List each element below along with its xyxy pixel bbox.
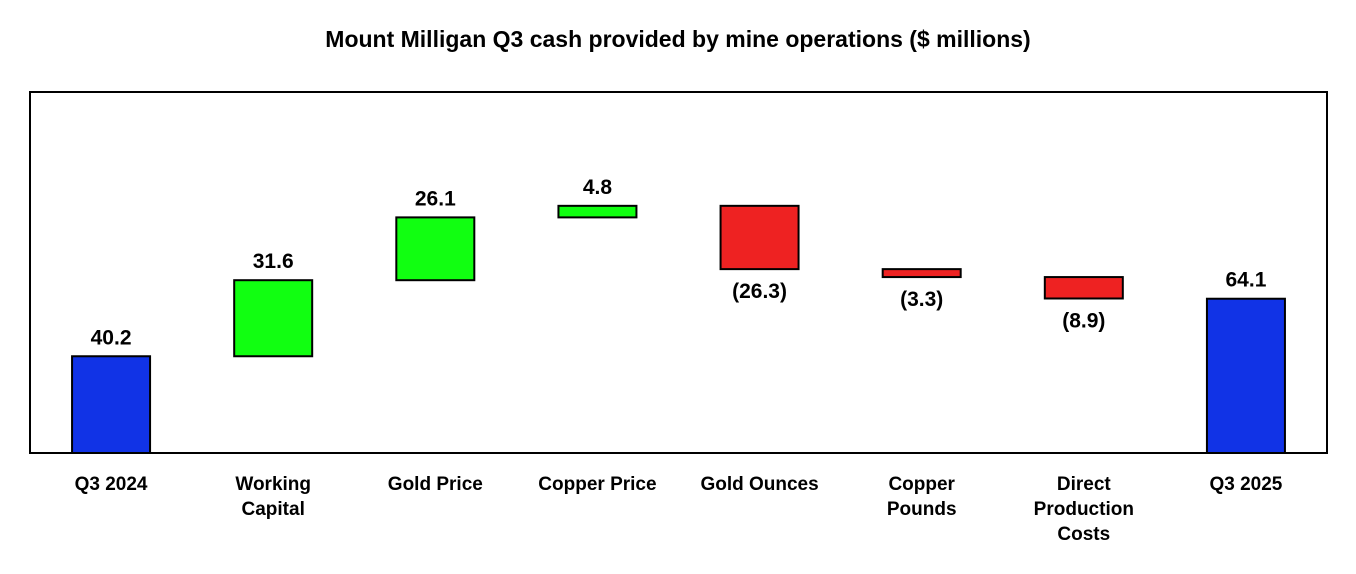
category-label: Q3 2024 (75, 474, 148, 495)
plot-area-frame (29, 91, 1328, 454)
category-label: Working Capital (235, 474, 311, 520)
data-label: 4.8 (583, 176, 613, 199)
bar-decrease (881, 268, 962, 279)
data-label: 40.2 (91, 326, 132, 349)
data-label: (26.3) (732, 280, 787, 303)
data-label: 26.1 (415, 187, 456, 210)
bar-total (1205, 297, 1286, 454)
bar-increase (233, 279, 314, 358)
chart-title: Mount Milligan Q3 cash provided by mine … (325, 26, 1031, 52)
category-label: Gold Price (388, 474, 483, 495)
category-label: Copper Price (538, 474, 656, 495)
bar-decrease (719, 204, 800, 271)
data-label: 31.6 (253, 250, 294, 273)
category-label: Q3 2025 (1209, 474, 1282, 495)
data-label: 64.1 (1226, 269, 1267, 292)
category-label: Gold Ounces (700, 474, 818, 495)
data-label: (8.9) (1062, 309, 1105, 332)
bar-decrease (1043, 276, 1124, 300)
data-label: (3.3) (900, 288, 943, 311)
bar-increase (557, 204, 638, 219)
bar-total (71, 355, 152, 455)
category-label: Direct Production Costs (1034, 474, 1134, 545)
bar-increase (395, 216, 476, 282)
category-label: Copper Pounds (887, 474, 957, 520)
